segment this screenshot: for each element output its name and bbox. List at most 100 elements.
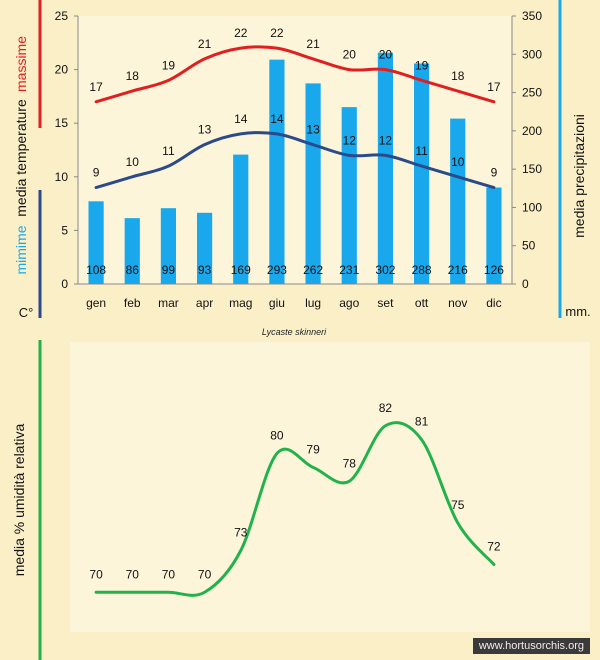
chart-title: Lycaste skinneri bbox=[262, 327, 327, 337]
max-temperature-value-label: 20 bbox=[379, 48, 393, 62]
min-temperature-value-label: 14 bbox=[234, 112, 248, 126]
precipitation-value-label: 288 bbox=[412, 263, 432, 277]
right-tick-label: 100 bbox=[522, 200, 542, 214]
right-tick-label: 350 bbox=[522, 9, 542, 23]
month-tick-label: dic bbox=[486, 296, 501, 310]
month-tick-label: gen bbox=[86, 296, 106, 310]
precipitation-bar bbox=[413, 63, 430, 284]
humidity-value-label: 81 bbox=[415, 415, 429, 429]
humidity-value-label: 73 bbox=[234, 526, 248, 540]
precipitation-value-label: 86 bbox=[126, 263, 140, 277]
precipitation-value-label: 126 bbox=[484, 263, 504, 277]
min-temperature-value-label: 9 bbox=[491, 166, 498, 180]
precipitation-value-label: 231 bbox=[339, 263, 359, 277]
min-temperature-value-label: 11 bbox=[162, 144, 175, 158]
min-temperature-value-label: 13 bbox=[198, 123, 212, 137]
precipitation-bar bbox=[305, 83, 321, 284]
min-temperature-value-label: 9 bbox=[93, 166, 100, 180]
precipitation-bar bbox=[233, 154, 249, 284]
left-tick-label: 20 bbox=[55, 63, 69, 77]
right-tick-label: 50 bbox=[522, 239, 536, 253]
humidity-value-label: 78 bbox=[343, 456, 357, 470]
month-tick-label: nov bbox=[448, 296, 467, 310]
max-temperature-value-label: 18 bbox=[126, 69, 140, 83]
humidity-value-label: 79 bbox=[306, 442, 320, 456]
max-temperature-value-label: 22 bbox=[270, 26, 284, 40]
plot-area bbox=[78, 16, 512, 284]
precipitation-value-label: 293 bbox=[267, 263, 287, 277]
min-temperature-value-label: 12 bbox=[343, 133, 357, 147]
month-tick-label: mag bbox=[229, 296, 252, 310]
precipitation-unit-label: mm. bbox=[565, 304, 590, 319]
humidity-value-label: 82 bbox=[379, 401, 393, 415]
month-tick-label: ott bbox=[415, 296, 429, 310]
max-temperature-value-label: 19 bbox=[162, 58, 176, 72]
humidity-value-label: 80 bbox=[270, 429, 284, 443]
left-tick-label: 10 bbox=[55, 170, 69, 184]
humidity-axis-title: media % umidità relativa bbox=[11, 424, 27, 577]
left-tick-label: 15 bbox=[55, 116, 69, 130]
max-temperature-value-label: 19 bbox=[415, 58, 429, 72]
min-temperature-value-label: 12 bbox=[379, 133, 393, 147]
month-tick-label: lug bbox=[305, 296, 321, 310]
humidity-value-label: 75 bbox=[451, 498, 465, 512]
min-temperature-value-label: 14 bbox=[270, 112, 284, 126]
month-tick-label: apr bbox=[196, 296, 213, 310]
left-tick-label: 25 bbox=[55, 9, 69, 23]
max-temperature-value-label: 18 bbox=[451, 69, 465, 83]
month-tick-label: feb bbox=[124, 296, 141, 310]
precipitation-value-label: 216 bbox=[448, 263, 468, 277]
right-tick-label: 300 bbox=[522, 47, 542, 61]
max-temperature-value-label: 21 bbox=[198, 37, 212, 51]
humidity-chart: media % umidità relativa 70 70 70 70 73 80 79 78… bbox=[11, 340, 501, 660]
precipitation-bar bbox=[88, 201, 104, 284]
precipitation-bar bbox=[450, 118, 466, 284]
max-temperature-value-label: 22 bbox=[234, 26, 248, 40]
humidity-value-label: 72 bbox=[487, 540, 501, 554]
precipitation-bar bbox=[160, 208, 177, 284]
max-temperature-line bbox=[94, 45, 496, 104]
humidity-plot-background bbox=[70, 342, 590, 632]
precipitation-bar bbox=[341, 107, 357, 285]
precipitation-value-label: 99 bbox=[162, 263, 176, 277]
precipitation-axis-title: media precipitazioni bbox=[571, 114, 587, 238]
precipitation-bar bbox=[196, 212, 213, 284]
precipitation-value-label: 262 bbox=[303, 263, 323, 277]
left-tick-label: 5 bbox=[61, 223, 68, 237]
min-temperature-axis-label: mimime bbox=[13, 225, 29, 274]
right-tick-label: 250 bbox=[522, 86, 542, 100]
humidity-line bbox=[94, 421, 496, 597]
month-tick-label: mar bbox=[158, 296, 179, 310]
precipitation-bar bbox=[124, 218, 140, 284]
precipitation-value-label: 302 bbox=[375, 263, 395, 277]
max-temperature-value-label: 21 bbox=[306, 37, 320, 51]
temperature-unit-label: C° bbox=[19, 305, 34, 320]
max-temperature-value-label: 17 bbox=[487, 80, 501, 94]
precipitation-bar bbox=[486, 187, 502, 284]
min-temperature-value-label: 13 bbox=[306, 123, 320, 137]
precipitation-bar bbox=[377, 52, 394, 284]
min-temperature-value-label: 10 bbox=[126, 155, 140, 169]
humidity-value-label: 70 bbox=[126, 567, 140, 581]
right-tick-label: 200 bbox=[522, 124, 542, 138]
month-tick-label: giu bbox=[269, 296, 285, 310]
left-tick-label: 0 bbox=[61, 277, 68, 291]
precipitation-value-label: 93 bbox=[198, 263, 212, 277]
watermark: www.hortusorchis.org bbox=[472, 638, 590, 654]
right-tick-label: 150 bbox=[522, 162, 542, 176]
min-temperature-value-label: 10 bbox=[451, 155, 465, 169]
max-temperature-value-label: 20 bbox=[343, 48, 357, 62]
precipitation-value-label: 169 bbox=[231, 263, 251, 277]
month-tick-label: ago bbox=[339, 296, 359, 310]
min-temperature-line bbox=[94, 131, 496, 190]
precipitation-value-label: 108 bbox=[86, 263, 106, 277]
max-temperature-axis-label: massime bbox=[13, 36, 29, 92]
temperature-axis-title: media temperature bbox=[13, 99, 29, 217]
precipitation-bar bbox=[269, 59, 285, 284]
month-tick-label: set bbox=[377, 296, 394, 310]
right-tick-label: 0 bbox=[522, 277, 529, 291]
max-temperature-value-label: 17 bbox=[89, 80, 103, 94]
humidity-value-label: 70 bbox=[89, 567, 103, 581]
